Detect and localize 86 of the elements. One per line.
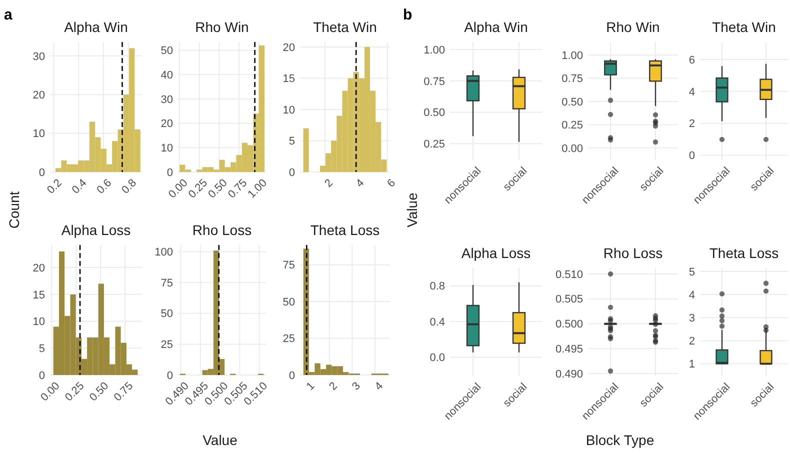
y-tick-label: 0.0 — [430, 352, 445, 364]
chart-title: Alpha Win — [64, 19, 128, 35]
x-tick-label: 0.6 — [94, 177, 114, 196]
y-tick-label: 5 — [688, 266, 695, 278]
y-tick-label: 20 — [282, 42, 295, 54]
y-tick-label: 0.505 — [555, 294, 583, 306]
x-tick-label: 4 — [372, 380, 386, 393]
y-tick-label: 0 — [688, 150, 695, 162]
y-tick-label: 0 — [38, 166, 45, 179]
y-tick-label: 1.00 — [424, 44, 445, 56]
y-tick-label: 0 — [288, 370, 295, 382]
y-tick-label: 20 — [32, 89, 45, 102]
y-tick-label: 0.25 — [562, 120, 583, 132]
y-tick-label: 3 — [688, 312, 695, 324]
x-tick-label: 4 — [354, 177, 367, 190]
y-tick-label: 2 — [688, 336, 695, 348]
chart-title: Alpha Loss — [61, 222, 131, 238]
y-tick-label: 0.50 — [424, 107, 445, 120]
y-tick-label: 50 — [282, 296, 295, 308]
y-tick-label: 50 — [160, 45, 173, 58]
y-tick-label: 0.8 — [430, 280, 445, 293]
chart-title: Rho Loss — [603, 245, 663, 261]
chart-title: Alpha Win — [464, 19, 528, 35]
y-tick-label: 0.4 — [430, 316, 445, 328]
x-tick-label: 0.4 — [70, 177, 90, 196]
y-tick-label: 0 — [288, 166, 295, 179]
y-tick-label: 15 — [32, 289, 45, 302]
y-tick-label: 10 — [32, 128, 45, 140]
chart-title: Theta Win — [712, 19, 776, 35]
y-tick-label: 15 — [282, 73, 295, 86]
y-tick-label: 4 — [688, 289, 695, 302]
y-tick-label: 4 — [688, 86, 695, 98]
x-tick-label: 0.50 — [87, 380, 112, 404]
y-tick-label: 20 — [160, 118, 173, 130]
x-tick-label: 3 — [350, 380, 363, 393]
y-axis-title: Count — [6, 191, 22, 229]
x-axis-title: Block Type — [586, 432, 654, 448]
y-tick-label: 0.510 — [555, 268, 583, 281]
chart-title: Rho Win — [606, 19, 660, 35]
y-tick-label: 0 — [166, 370, 173, 382]
x-tick-label: 0.8 — [120, 177, 139, 196]
y-tick-label: 0 — [38, 370, 45, 382]
y-tick-label: 1.00 — [562, 50, 583, 62]
y-tick-label: 0 — [166, 166, 173, 179]
chart-title: Rho Win — [195, 19, 249, 35]
chart-title: Rho Loss — [192, 222, 252, 238]
y-tick-label: 30 — [160, 94, 173, 106]
y-tick-label: 0.490 — [555, 368, 583, 380]
y-tick-label: 5 — [288, 136, 295, 148]
y-tick-label: 25 — [282, 333, 295, 346]
y-tick-label: 100 — [154, 246, 173, 259]
x-tick-label: 6 — [385, 177, 398, 190]
y-tick-label: 6 — [688, 54, 695, 66]
chart-title: Theta Loss — [310, 222, 380, 238]
text: a — [4, 6, 13, 24]
y-tick-label: 25 — [160, 339, 173, 352]
y-tick-label: 0.50 — [562, 96, 583, 108]
y-tick-label: 0.25 — [424, 138, 445, 151]
x-tick-label: 0.2 — [44, 177, 64, 196]
y-axis-title: Value — [404, 192, 420, 228]
chart-title: Theta Loss — [709, 245, 779, 261]
x-tick-label: 2 — [327, 380, 340, 393]
y-tick-label: 2 — [688, 118, 695, 130]
y-tick-label: 50 — [160, 308, 173, 320]
x-tick-label: 0.50 — [206, 177, 230, 201]
y-tick-label: 20 — [32, 262, 45, 274]
y-tick-label: 10 — [282, 104, 295, 116]
y-tick-label: 0.495 — [555, 343, 583, 356]
y-tick-label: 10 — [160, 142, 173, 155]
text: b — [403, 6, 412, 24]
y-tick-label: 10 — [32, 316, 45, 328]
y-tick-label: 75 — [160, 277, 173, 290]
y-tick-label: 1 — [688, 358, 695, 371]
chart-title: Alpha Loss — [461, 245, 531, 261]
chart-title: Theta Win — [313, 19, 377, 35]
x-tick-label: 2 — [322, 177, 336, 190]
y-tick-label: 5 — [38, 342, 45, 355]
y-tick-label: 0.500 — [555, 318, 583, 331]
y-tick-label: 75 — [282, 260, 295, 272]
x-tick-label: 1 — [304, 380, 318, 393]
y-tick-label: 0.00 — [562, 142, 583, 155]
y-tick-label: 0.75 — [424, 76, 445, 88]
y-tick-label: 30 — [32, 50, 45, 63]
x-axis-title: Value — [202, 432, 238, 448]
y-tick-label: 40 — [160, 69, 173, 82]
y-tick-label: 0.75 — [562, 73, 583, 86]
